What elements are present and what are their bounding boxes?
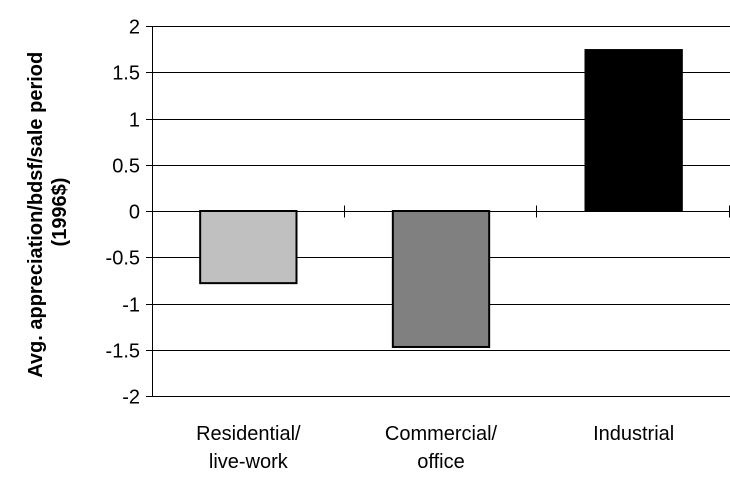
y-axis-label: Avg. appreciation/bdsf/sale period (1996… [25, 46, 71, 378]
y-tick-label: -1.5 [106, 341, 140, 363]
y-tick-label: -1 [122, 295, 140, 317]
y-tick-label: 0 [129, 202, 140, 224]
y-axis-label-line-2: (1996$) [49, 178, 71, 247]
category-label: Commercial/office [385, 423, 498, 473]
category-label-line: Industrial [593, 423, 674, 445]
category-label: Residential/live-work [196, 423, 301, 473]
category-label: Industrial [593, 423, 674, 445]
category-labels: Residential/live-work Commercial/office In… [196, 423, 674, 473]
y-tick-label: 1.5 [112, 63, 140, 85]
y-tick-label: 0.5 [112, 156, 140, 178]
bar [391, 210, 491, 348]
category-label-line: office [417, 451, 464, 473]
bars [199, 49, 683, 348]
y-tick-labels: 2 1.5 1 0.5 0 -0.5 -1 -1.5 -2 [106, 17, 140, 409]
category-label-line: live-work [209, 451, 289, 473]
bar [584, 49, 683, 212]
category-label-line: Residential/ [196, 423, 301, 445]
y-tick-label: 2 [129, 17, 140, 39]
category-label-line: Commercial/ [385, 423, 498, 445]
bar [199, 210, 298, 285]
y-tick-label: -2 [122, 387, 140, 409]
y-tick-label: 1 [129, 110, 140, 132]
y-tick-label: -0.5 [106, 248, 140, 270]
y-axis-label-line-1: Avg. appreciation/bdsf/sale period [25, 52, 47, 378]
